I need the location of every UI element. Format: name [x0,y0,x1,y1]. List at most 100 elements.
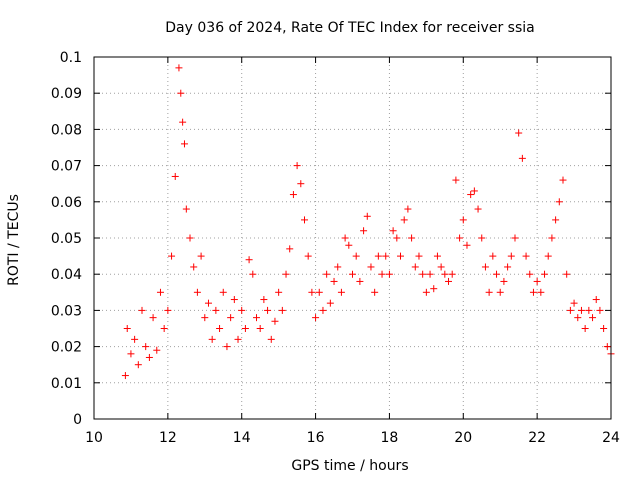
data-point [552,216,560,224]
data-point [570,299,578,307]
data-point [489,252,497,260]
data-point [507,252,515,260]
data-point [526,270,534,278]
data-point [121,372,129,380]
x-tick-label: 20 [454,430,472,446]
data-point [227,314,235,322]
data-point [204,299,212,307]
data-point [422,288,430,296]
data-point [179,118,187,126]
data-point [319,306,327,314]
data-point [345,241,353,249]
data-point [463,241,471,249]
data-point [330,277,338,285]
data-point [378,270,386,278]
data-point [596,306,604,314]
data-point [160,325,168,332]
y-tick-label: 0.08 [51,122,82,138]
data-point [245,256,253,264]
data-point [164,306,172,314]
data-point [459,216,467,224]
data-point [171,172,179,180]
data-point [349,270,356,278]
data-point [374,252,382,260]
data-point [175,64,183,72]
data-point [600,325,608,332]
data-point [566,306,574,314]
data-point [219,288,227,296]
data-point [156,288,164,296]
data-point [382,252,390,260]
data-point [544,252,552,260]
data-point [238,306,246,314]
data-point [145,353,153,361]
data-point [585,306,593,314]
data-point [511,234,519,242]
data-point [131,335,139,343]
x-tick-label: 14 [233,430,251,446]
y-tick-label: 0.05 [51,231,82,247]
data-point [264,306,272,314]
data-point [592,296,600,304]
plot-frame [93,56,612,420]
x-tick-label: 22 [528,430,546,446]
data-point [190,263,198,271]
x-tick-label: 24 [602,430,620,446]
data-point [315,288,323,296]
data-point [367,263,375,271]
data-point [467,191,475,199]
y-tick-label: 0.03 [51,303,82,319]
y-tick-label: 0 [73,412,82,428]
data-point [456,234,464,242]
data-point [134,361,142,369]
data-point [397,252,405,260]
data-point [337,288,345,296]
data-point [522,252,530,260]
data-point [515,129,523,137]
data-point [234,335,242,343]
data-point [177,89,185,97]
data-point [123,325,131,332]
data-point [404,205,412,213]
data-point [470,187,478,195]
data-point [474,205,482,213]
data-points [121,64,615,380]
data-point [408,234,416,242]
y-tick-label: 0.01 [51,376,82,392]
data-point [308,288,316,296]
data-point [260,296,268,304]
data-point [430,285,438,293]
y-tick-label: 0.07 [51,159,82,175]
data-point [326,299,334,307]
data-point [448,270,456,278]
data-point [312,314,320,322]
data-point [589,314,597,322]
x-tick-label: 12 [159,430,177,446]
data-point [548,234,556,242]
data-point [533,277,541,285]
data-point [223,343,231,351]
data-point [433,252,441,260]
axis-ticks: 10 12 14 16 18 20 22 24 0 0.01 0.02 0.03 0.04 0.05 0.0… [51,50,620,446]
data-point [559,176,567,184]
y-tick-label: 0.09 [51,86,82,102]
data-point [297,180,305,188]
x-tick-label: 18 [381,430,399,446]
data-point [371,288,379,296]
data-point [437,263,445,271]
x-axis-label: GPS time / hours [291,458,408,474]
data-point [256,325,264,332]
data-point [478,234,486,242]
data-point [574,314,582,322]
data-point [216,325,224,332]
data-point [426,270,434,278]
data-point [555,198,563,206]
data-point [452,176,460,184]
data-point [252,314,260,322]
chart-title: Day 036 of 2024, Rate Of TEC Index for r… [165,20,534,36]
data-point [389,227,397,235]
data-point [500,277,508,285]
x-tick-label: 16 [307,430,325,446]
data-point [153,346,161,354]
